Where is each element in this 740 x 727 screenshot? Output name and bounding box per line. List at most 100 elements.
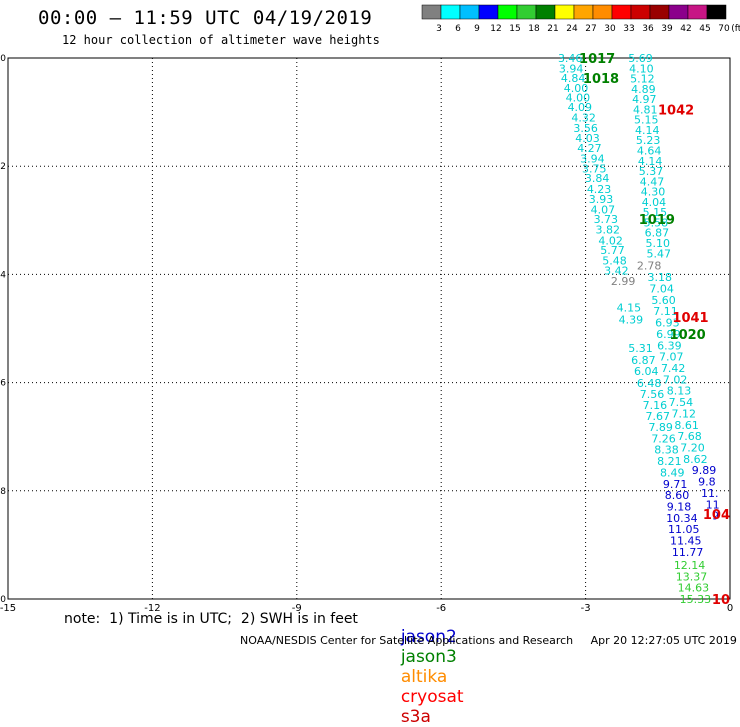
y-tick-label: -28: [0, 487, 6, 497]
colorbar-swatch: [706, 4, 727, 20]
wave-height-label: 6.87: [645, 227, 670, 240]
wave-height-label: 5.12: [630, 73, 655, 86]
colorbar-label: 70: [718, 24, 730, 34]
colorbar-label: 42: [680, 24, 691, 34]
chart-subtitle: 12 hour collection of altimeter wave hei…: [62, 33, 380, 47]
colorbar-label: 24: [566, 24, 578, 34]
colorbar-label: 45: [699, 24, 710, 34]
wave-height-label: 4.09: [568, 101, 593, 114]
plot-border: [7, 57, 731, 600]
wave-height-label: 11.77: [672, 546, 704, 559]
wave-height-label: 9.18: [667, 500, 692, 513]
wave-height-label: 5.10: [646, 237, 671, 250]
wave-height-label: 7.56: [640, 388, 665, 401]
wave-height-label: 8.60: [665, 489, 690, 502]
wave-height-label: 4.14: [638, 155, 663, 168]
wave-height-label: 7.20: [680, 442, 705, 455]
data-labels: 3.463.944.844.004.004.094.323.564.034.27…: [558, 52, 720, 606]
wave-height-label: 5.37: [639, 165, 664, 178]
wave-height-label: 3.56: [573, 122, 598, 135]
axis-ticks: -15-12-9-6-30-20-22-24-26-28-30: [0, 54, 733, 614]
x-tick-label: -9: [292, 603, 302, 614]
wave-height-label: 15.33: [680, 593, 712, 606]
colorbar-swatch: [611, 4, 632, 20]
buoy-id-label: 1018: [583, 72, 619, 87]
sat-altika: altika: [400, 667, 448, 687]
wave-height-label: 12.14: [674, 559, 706, 572]
sat-s3a: s3a: [400, 707, 431, 727]
colorbar-swatch: [687, 4, 708, 20]
colorbar-label: 33: [623, 24, 634, 34]
colorbar-swatch: [668, 4, 689, 20]
wave-height-label: 8.62: [683, 453, 708, 466]
wave-height-label: 4.97: [632, 93, 657, 106]
wave-height-label: 3.73: [594, 213, 619, 226]
wave-height-label: 5.69: [628, 52, 653, 65]
colorbar-swatch: [440, 4, 461, 20]
wave-height-label: 5.77: [600, 244, 625, 257]
colorbar-label: 18: [528, 24, 540, 34]
wave-height-label: 2.78: [637, 260, 662, 273]
wave-height-label: 13.37: [676, 570, 708, 583]
wave-height-label: 3.94: [559, 62, 584, 75]
colorbar-label: 9: [474, 24, 480, 34]
wave-height-label: 9.8: [698, 476, 716, 489]
wave-height-label: 7.54: [669, 396, 694, 409]
wave-height-label: 7.12: [672, 407, 697, 420]
wave-height-label: 3.46: [558, 52, 583, 65]
wave-height-label: 9.89: [692, 464, 717, 477]
wave-height-label: 7.07: [659, 351, 684, 364]
wave-height-label: 11.: [701, 487, 719, 500]
wave-height-label: 3.18: [647, 271, 672, 284]
wave-height-label: 4.23: [587, 183, 612, 196]
buoy-id-label: 1041: [672, 311, 708, 326]
wave-height-label: 5.15: [643, 206, 668, 219]
wave-height-label: 4.00: [566, 91, 591, 104]
wave-height-label: 9: [712, 510, 719, 523]
y-tick-label: -26: [0, 379, 6, 389]
wave-height-label: 4.89: [631, 83, 656, 96]
colorbar-label: 27: [585, 24, 596, 34]
wave-height-label: 4.00: [564, 82, 589, 95]
y-tick-label: -22: [0, 162, 6, 172]
wave-height-label: 6.39: [657, 339, 682, 352]
plot-frame: [7, 57, 731, 600]
colorbar-unit: (ft): [731, 24, 740, 34]
buoy-id-label: 10: [712, 593, 730, 608]
wave-height-label: 8.38: [654, 444, 679, 457]
wave-height-label: 4.02: [598, 234, 623, 247]
wave-height-label: 6.04: [634, 365, 659, 378]
wave-height-label: 11.45: [670, 535, 702, 548]
wave-height-label: 4.30: [641, 186, 666, 199]
colorbar-swatch: [649, 4, 670, 20]
buoy-id-label: 104: [703, 508, 730, 523]
colorbar-swatch: [459, 4, 480, 20]
buoy-id-label: 1042: [658, 103, 694, 118]
wave-height-label: 4.47: [640, 175, 665, 188]
colorbar-swatch: [421, 4, 442, 20]
colorbar-label: 12: [490, 24, 501, 34]
wave-height-label: 3.94: [580, 153, 605, 166]
wave-height-label: 4.32: [571, 112, 596, 125]
wave-height-label: 7.67: [646, 410, 671, 423]
wave-height-label: 4.27: [577, 142, 602, 155]
wave-height-label: 7.16: [643, 399, 668, 412]
colorbar-label: 3: [436, 24, 442, 34]
wave-height-label: 4.10: [629, 62, 654, 75]
chart-title: 00:00 – 11:59 UTC 04/19/2019: [38, 7, 373, 29]
wave-height-label: 4.84: [561, 72, 586, 85]
buoy-id-label: 1020: [670, 328, 706, 343]
y-tick-label: -30: [0, 595, 6, 605]
wave-height-label: 4.15: [617, 301, 642, 314]
y-tick-label: -24: [0, 270, 6, 280]
wave-height-label: 4.07: [591, 203, 616, 216]
wave-height-label: 5.47: [647, 247, 672, 260]
y-tick-label: -20: [0, 54, 6, 64]
wave-height-label: 4.81: [633, 103, 658, 116]
colorbar-label: 6: [455, 24, 461, 34]
x-tick-label: -6: [436, 603, 446, 614]
wave-height-label: 7.89: [648, 421, 673, 434]
sat-jason3: jason3: [400, 647, 457, 667]
sat-cryosat: cryosat: [400, 687, 464, 707]
